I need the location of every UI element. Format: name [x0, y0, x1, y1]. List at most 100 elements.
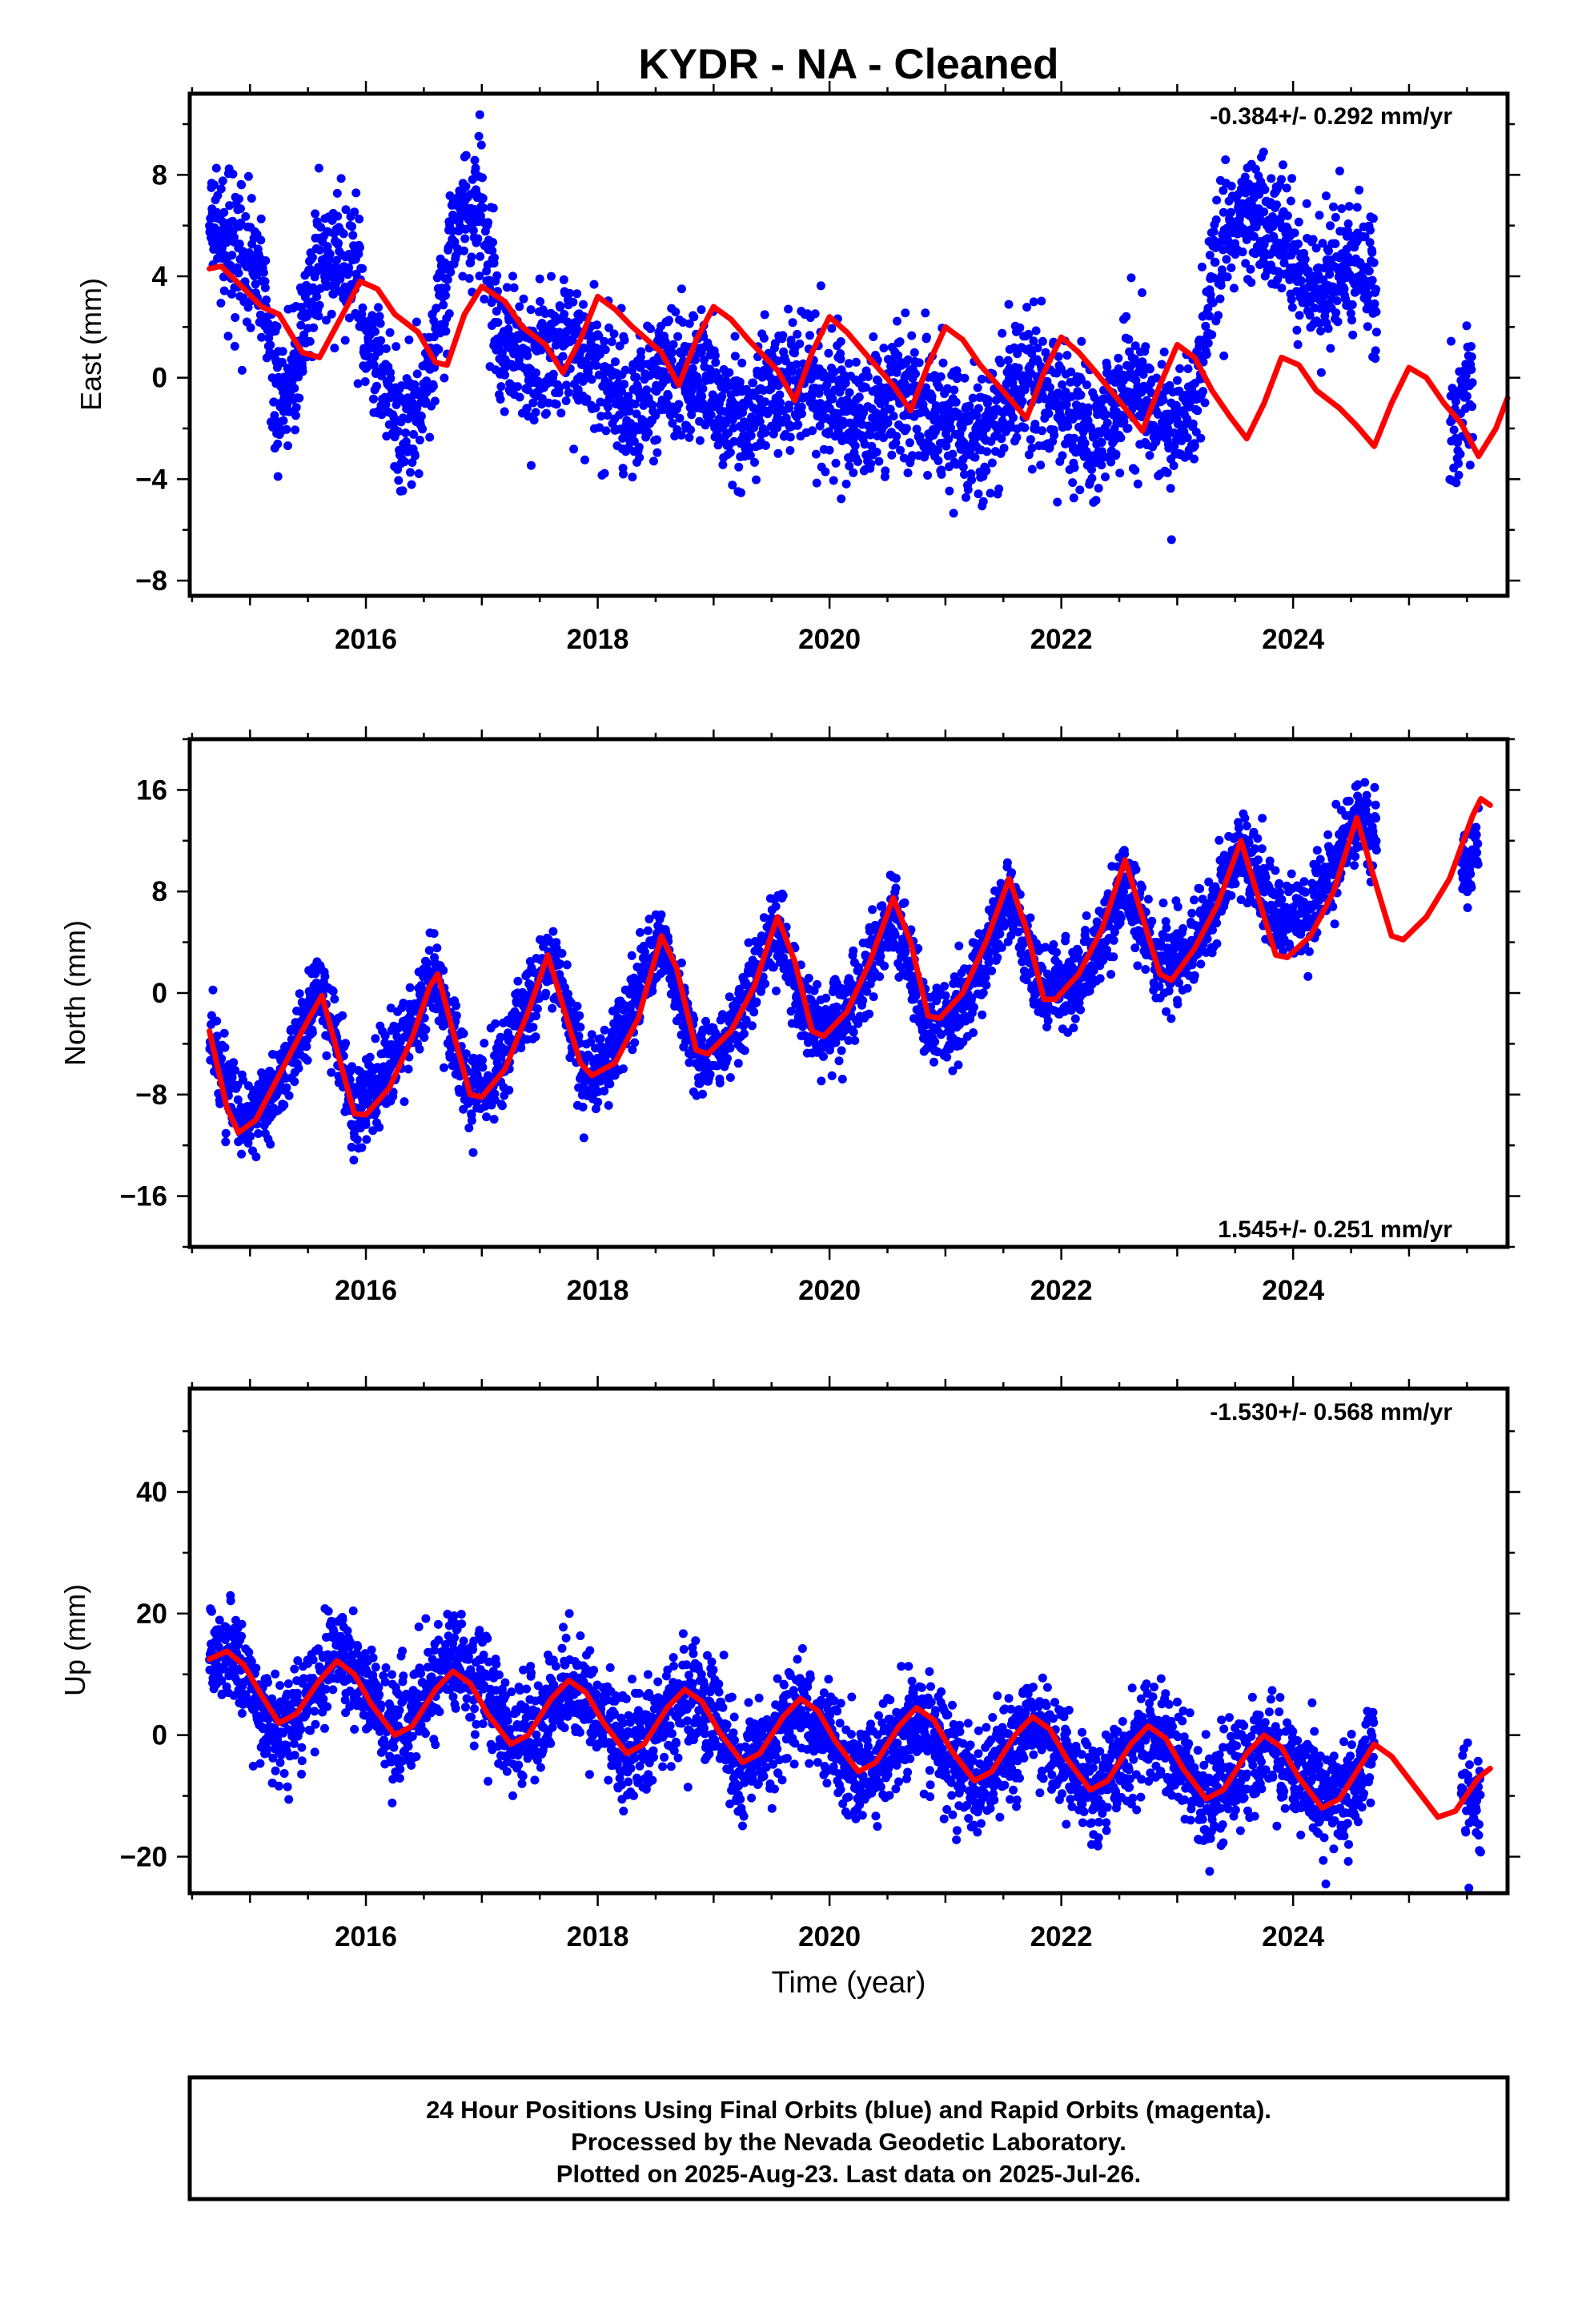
- data-point: [734, 462, 744, 472]
- data-point: [251, 1152, 261, 1162]
- data-point: [1449, 425, 1459, 435]
- data-point: [282, 1083, 291, 1092]
- data-point: [903, 468, 913, 477]
- data-point: [630, 1038, 640, 1047]
- data-point: [1222, 255, 1231, 264]
- data-point: [352, 1135, 362, 1144]
- data-point: [478, 173, 487, 183]
- data-point: [580, 455, 589, 464]
- data-point: [831, 458, 841, 468]
- data-point: [237, 1149, 247, 1159]
- data-point: [759, 913, 769, 923]
- data-point: [836, 337, 845, 346]
- data-point: [593, 1097, 603, 1107]
- data-point: [251, 279, 260, 289]
- data-point: [1123, 424, 1133, 433]
- data-point: [828, 394, 837, 404]
- data-point: [355, 243, 364, 252]
- data-point: [452, 1011, 461, 1020]
- data-point: [488, 203, 498, 213]
- data-point: [493, 318, 503, 328]
- data-point: [237, 365, 247, 375]
- data-point: [497, 348, 507, 357]
- data-point: [1022, 303, 1032, 312]
- data-point: [895, 337, 905, 347]
- data-point: [548, 369, 558, 379]
- data-point: [851, 357, 861, 367]
- data-point: [825, 445, 834, 455]
- data-point: [1454, 470, 1464, 480]
- data-point: [336, 174, 346, 183]
- data-point: [325, 249, 335, 259]
- data-point: [527, 460, 536, 470]
- data-point: [416, 412, 426, 421]
- x-tick-label: 2020: [798, 624, 861, 655]
- data-point: [283, 441, 292, 451]
- data-point: [1212, 195, 1222, 205]
- data-point: [458, 271, 468, 281]
- data-point: [747, 1021, 757, 1031]
- data-point: [1029, 297, 1038, 307]
- data-point: [547, 271, 556, 281]
- data-point: [994, 485, 1004, 493]
- data-point: [420, 1033, 429, 1042]
- data-point: [475, 271, 484, 281]
- data-point: [320, 971, 330, 981]
- data-point: [1133, 479, 1142, 489]
- data-point: [425, 432, 435, 442]
- x-tick-label: 2024: [1262, 624, 1324, 655]
- data-point: [1343, 219, 1353, 228]
- data-point: [565, 288, 574, 298]
- data-point: [1468, 402, 1477, 412]
- data-point: [400, 457, 409, 467]
- data-point: [1202, 350, 1211, 359]
- data-point: [279, 1100, 289, 1110]
- data-point: [1102, 418, 1112, 428]
- data-point: [489, 1115, 499, 1124]
- data-point: [358, 263, 367, 273]
- data-point: [360, 377, 370, 386]
- data-point: [572, 1001, 582, 1011]
- data-point: [330, 995, 339, 1004]
- x-tick-label: 2022: [1030, 624, 1093, 655]
- data-point: [879, 344, 889, 353]
- data-point: [1216, 280, 1226, 290]
- data-point: [730, 352, 740, 361]
- data-point: [1323, 324, 1333, 333]
- data-point: [272, 322, 282, 332]
- data-point: [407, 480, 416, 489]
- data-point: [400, 1097, 409, 1107]
- data-point: [1259, 207, 1269, 217]
- data-point: [665, 316, 673, 325]
- data-point: [1015, 323, 1025, 332]
- data-point: [1036, 460, 1046, 470]
- data-point: [1197, 262, 1207, 271]
- data-point: [752, 997, 761, 1007]
- data-point: [785, 432, 795, 442]
- data-point: [845, 388, 854, 397]
- data-point: [439, 300, 448, 310]
- data-point: [723, 1054, 732, 1063]
- data-point: [1370, 299, 1379, 308]
- data-point: [409, 429, 418, 439]
- data-point: [1058, 451, 1067, 460]
- data-point: [901, 308, 910, 318]
- data-point: [429, 929, 439, 939]
- data-point: [541, 988, 551, 998]
- data-point: [309, 323, 319, 332]
- data-point: [504, 324, 513, 334]
- data-point: [1287, 303, 1297, 312]
- data-point: [484, 218, 493, 227]
- data-point: [1227, 263, 1236, 272]
- data-point: [536, 297, 545, 306]
- data-point: [619, 1064, 628, 1074]
- data-point: [735, 377, 745, 387]
- data-point: [1365, 238, 1375, 247]
- data-point: [914, 358, 924, 368]
- data-point: [1070, 433, 1079, 443]
- data-point: [761, 979, 770, 988]
- data-point: [982, 466, 991, 476]
- data-point: [500, 407, 509, 416]
- data-point: [596, 1034, 605, 1043]
- data-point: [561, 396, 571, 405]
